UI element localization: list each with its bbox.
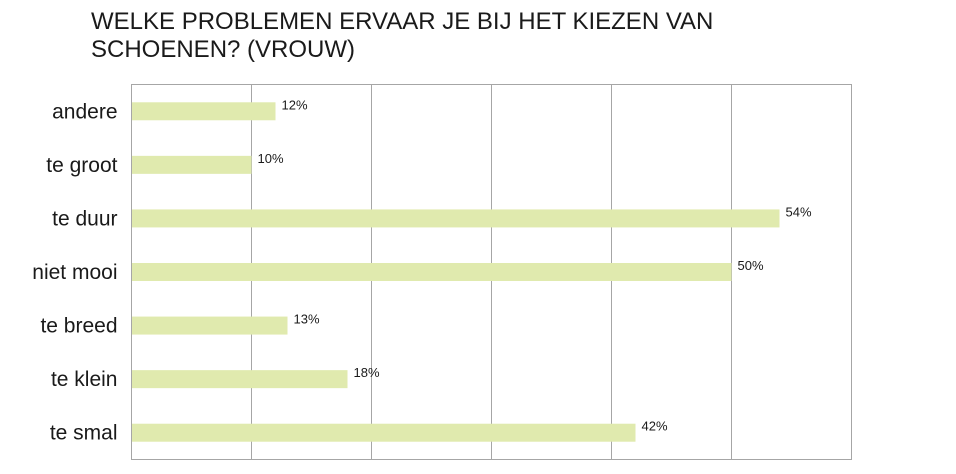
value-labels: 12% 10% 54% 50% 13% 18% 42% [258,97,812,433]
plot-area-frame [131,84,852,460]
category-label-te-klein: te klein [51,368,118,391]
bar-niet-mooi [132,263,732,281]
chart-title: WELKE PROBLEMEN ERVAAR JE BIJ HET KIEZEN… [91,8,714,63]
category-label-niet-mooi: niet mooi [32,261,117,284]
category-label-te-groot: te groot [46,154,117,177]
value-label-te-breed: 13% [294,312,320,327]
value-label-te-groot: 10% [258,151,284,166]
value-label-te-klein: 18% [354,365,380,380]
value-label-andere: 12% [282,97,308,112]
value-label-te-smal: 42% [642,419,668,434]
bar-te-duur [132,209,780,228]
category-label-te-breed: te breed [40,315,117,338]
category-label-andere: andere [52,100,117,123]
bar-te-breed [132,316,288,335]
bar-te-groot [132,155,252,174]
bar-te-smal [132,423,636,442]
value-label-te-duur: 54% [786,204,812,219]
category-label-te-smal: te smal [50,422,118,445]
value-label-niet-mooi: 50% [738,258,764,273]
category-label-te-duur: te duur [52,207,117,230]
bars [132,102,780,442]
category-labels: andere te groot te duur niet mooi te breed te… [32,100,117,444]
bar-te-klein [132,370,348,389]
bar-andere [132,102,276,121]
